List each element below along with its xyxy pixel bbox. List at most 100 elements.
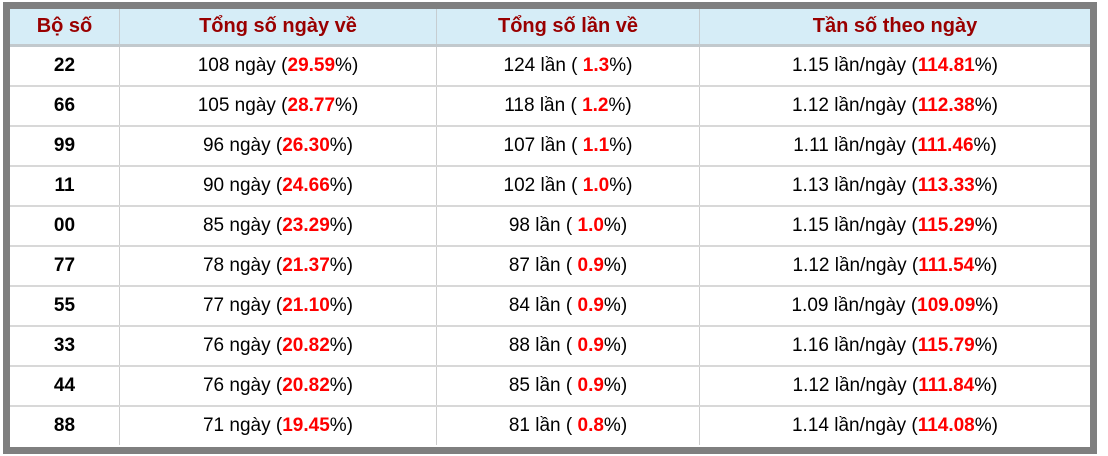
frequency-text: 1.09 lần/ngày ( — [791, 295, 918, 316]
times-text: 107 lần ( — [503, 135, 583, 156]
cell-frequency-per-day: 1.14 lần/ngày (114.08%) — [700, 407, 1090, 445]
times-text: 84 lần ( — [508, 295, 578, 316]
times-text: 98 lần ( — [508, 215, 578, 236]
days-text: 90 ngày ( — [202, 175, 283, 196]
times-text: 81 lần ( — [508, 415, 578, 436]
days-text: 96 ngày ( — [202, 135, 283, 156]
times-close: %) — [603, 295, 628, 316]
cell-pair-number: 99 — [10, 127, 120, 165]
days-close: %) — [329, 255, 353, 276]
table-row: 99 96 ngày (26.30%) 107 lần ( 1.1%) 1.11… — [10, 127, 1090, 167]
cell-pair-number: 88 — [10, 407, 120, 445]
days-text: 71 ngày ( — [202, 415, 283, 436]
cell-frequency-per-day: 1.16 lần/ngày (115.79%) — [700, 327, 1090, 365]
pair-number: 88 — [53, 415, 76, 436]
pair-number: 55 — [53, 295, 76, 316]
days-percentage: 24.66 — [282, 175, 330, 196]
table-row: 77 78 ngày (21.37%) 87 lần ( 0.9%) 1.12 … — [10, 247, 1090, 287]
days-percentage: 20.82 — [282, 375, 330, 396]
times-percentage: 0.9 — [577, 375, 604, 396]
table-row: 33 76 ngày (20.82%) 88 lần ( 0.9%) 1.16 … — [10, 327, 1090, 367]
cell-frequency-per-day: 1.12 lần/ngày (111.84%) — [700, 367, 1090, 405]
cell-pair-number: 55 — [10, 287, 120, 325]
cell-total-days: 76 ngày (20.82%) — [120, 367, 437, 405]
frequency-close: %) — [973, 135, 997, 156]
times-close: %) — [609, 55, 633, 76]
frequency-percentage: 115.29 — [917, 215, 975, 236]
cell-total-times: 107 lần ( 1.1%) — [437, 127, 700, 165]
days-percentage: 21.10 — [282, 295, 330, 316]
days-text: 76 ngày ( — [202, 335, 283, 356]
times-text: 102 lần ( — [503, 175, 583, 196]
cell-total-days: 105 ngày (28.77%) — [120, 87, 437, 125]
times-percentage: 0.9 — [577, 335, 604, 356]
times-percentage: 1.3 — [582, 55, 610, 76]
days-percentage: 20.82 — [282, 335, 330, 356]
column-header-total-days: Tổng số ngày về — [120, 9, 437, 44]
days-close: %) — [329, 135, 353, 156]
frequency-text: 1.12 lần/ngày ( — [791, 95, 918, 116]
frequency-text: 1.15 lần/ngày ( — [791, 55, 918, 76]
frequency-text: 1.13 lần/ngày ( — [791, 175, 918, 196]
times-close: %) — [603, 335, 628, 356]
pair-number: 00 — [53, 215, 76, 236]
cell-total-days: 77 ngày (21.10%) — [120, 287, 437, 325]
table-row: 00 85 ngày (23.29%) 98 lần ( 1.0%) 1.15 … — [10, 207, 1090, 247]
cell-pair-number: 22 — [10, 47, 120, 85]
frequency-text: 1.11 lần/ngày ( — [793, 135, 918, 156]
table-row: 44 76 ngày (20.82%) 85 lần ( 0.9%) 1.12 … — [10, 367, 1090, 407]
pair-number: 66 — [53, 95, 76, 116]
cell-total-times: 84 lần ( 0.9%) — [437, 287, 700, 325]
cell-total-days: 76 ngày (20.82%) — [120, 327, 437, 365]
cell-frequency-per-day: 1.09 lần/ngày (109.09%) — [700, 287, 1090, 325]
cell-total-days: 78 ngày (21.37%) — [120, 247, 437, 285]
pair-number: 44 — [53, 375, 76, 396]
cell-frequency-per-day: 1.13 lần/ngày (113.33%) — [700, 167, 1090, 205]
days-percentage: 29.59 — [287, 55, 336, 76]
cell-frequency-per-day: 1.15 lần/ngày (114.81%) — [700, 47, 1090, 85]
frequency-close: %) — [974, 95, 998, 116]
times-text: 85 lần ( — [508, 375, 578, 396]
cell-total-times: 98 lần ( 1.0%) — [437, 207, 700, 245]
frequency-percentage: 111.54 — [918, 255, 975, 276]
cell-total-days: 90 ngày (24.66%) — [120, 167, 437, 205]
frequency-percentage: 109.09 — [917, 295, 976, 316]
days-close: %) — [329, 295, 353, 316]
table-header-row: Bộ số Tổng số ngày về Tổng số lần về Tần… — [10, 9, 1090, 47]
table-row: 55 77 ngày (21.10%) 84 lần ( 0.9%) 1.09 … — [10, 287, 1090, 327]
table-row: 22 108 ngày (29.59%) 124 lần ( 1.3%) 1.1… — [10, 47, 1090, 87]
times-percentage: 0.9 — [577, 255, 604, 276]
pair-number: 11 — [54, 175, 75, 196]
frequency-percentage: 111.46 — [917, 135, 974, 156]
days-close: %) — [335, 55, 359, 76]
times-close: %) — [609, 135, 633, 156]
pair-number: 22 — [53, 55, 76, 76]
days-percentage: 21.37 — [282, 255, 330, 276]
cell-pair-number: 00 — [10, 207, 120, 245]
column-header-total-times: Tổng số lần về — [437, 9, 700, 44]
frequency-close: %) — [974, 415, 998, 436]
cell-total-times: 88 lần ( 0.9%) — [437, 327, 700, 365]
days-text: 78 ngày ( — [202, 255, 283, 276]
cell-total-days: 96 ngày (26.30%) — [120, 127, 437, 165]
frequency-percentage: 111.84 — [918, 375, 975, 396]
frequency-text: 1.14 lần/ngày ( — [791, 415, 918, 436]
table-row: 88 71 ngày (19.45%) 81 lần ( 0.8%) 1.14 … — [10, 407, 1090, 447]
cell-frequency-per-day: 1.12 lần/ngày (112.38%) — [700, 87, 1090, 125]
frequency-percentage: 112.38 — [917, 95, 975, 116]
times-close: %) — [608, 95, 632, 116]
days-percentage: 26.30 — [282, 135, 330, 156]
days-close: %) — [329, 335, 353, 356]
times-percentage: 1.1 — [582, 135, 610, 156]
cell-total-times: 87 lần ( 0.9%) — [437, 247, 700, 285]
days-close: %) — [335, 95, 359, 116]
pair-statistics-table: Bộ số Tổng số ngày về Tổng số lần về Tần… — [3, 2, 1097, 454]
frequency-close: %) — [974, 215, 998, 236]
column-header-frequency-per-day: Tần số theo ngày — [812, 15, 978, 37]
frequency-close: %) — [974, 335, 998, 356]
times-close: %) — [603, 255, 628, 276]
times-close: %) — [603, 375, 628, 396]
cell-frequency-per-day: 1.15 lần/ngày (115.29%) — [700, 207, 1090, 245]
frequency-close: %) — [974, 55, 998, 76]
frequency-close: %) — [974, 255, 998, 276]
